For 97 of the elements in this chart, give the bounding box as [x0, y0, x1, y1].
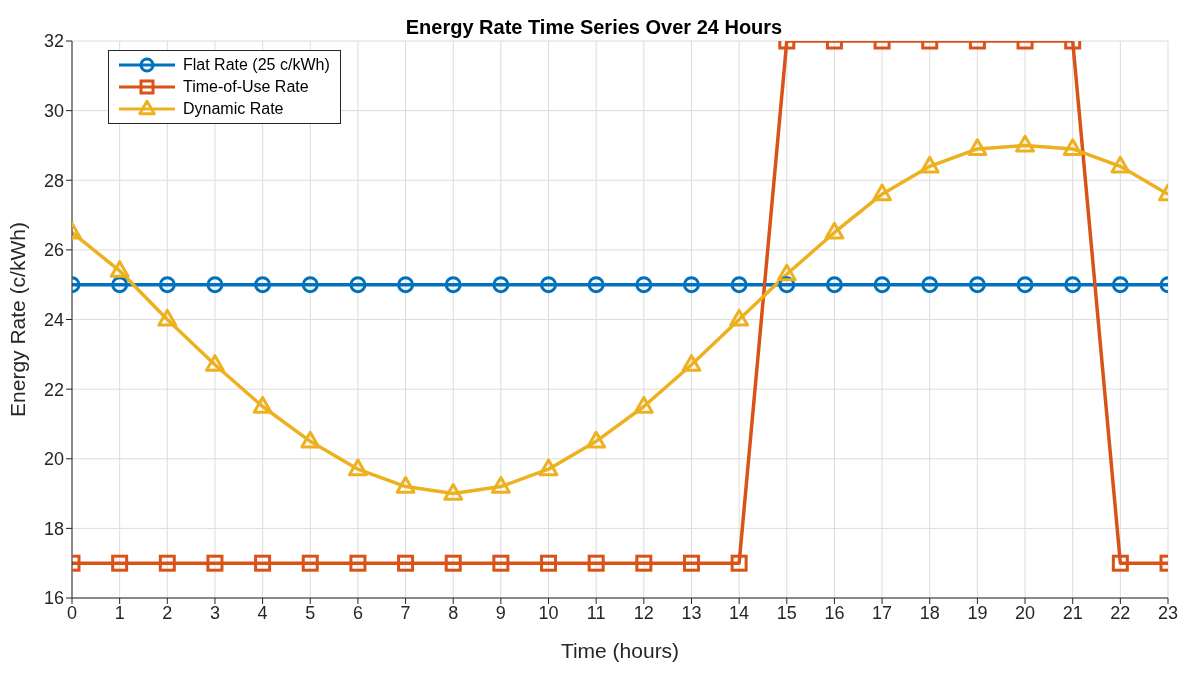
point [872, 183, 892, 202]
x-tick-label: 4 [257, 602, 268, 623]
point [492, 554, 510, 572]
point [776, 263, 797, 282]
x-tick-label: 14 [729, 602, 750, 623]
x-tick-label: 12 [633, 602, 654, 623]
point [681, 354, 702, 372]
point [633, 395, 654, 414]
x-tick-label: 7 [400, 602, 411, 623]
point [492, 276, 510, 294]
point [348, 458, 368, 477]
point [206, 554, 224, 572]
point [157, 308, 178, 327]
point [252, 395, 273, 414]
point [1111, 276, 1129, 294]
point [1111, 554, 1129, 572]
point [873, 276, 891, 294]
point [444, 276, 462, 294]
x-tick-label: 11 [586, 602, 606, 623]
point [111, 276, 129, 294]
point [540, 554, 558, 572]
point [158, 554, 176, 572]
point [968, 276, 986, 294]
x-tick-label: 21 [1062, 602, 1083, 623]
x-axis-title: Time (hours) [560, 639, 680, 662]
point [1064, 276, 1082, 294]
point [254, 276, 272, 294]
point [395, 476, 416, 494]
point [730, 276, 748, 294]
x-tick-label: 3 [209, 602, 220, 623]
point [490, 476, 511, 494]
y-tick-label: 32 [43, 31, 64, 52]
y-tick-label: 22 [43, 379, 64, 400]
x-tick-label: 20 [1015, 602, 1036, 623]
y-tick-label: 26 [43, 240, 64, 261]
y-tick-label: 24 [43, 309, 64, 330]
x-tick-label: 17 [872, 602, 893, 623]
point [111, 554, 129, 572]
point [586, 430, 607, 449]
point [397, 554, 415, 572]
x-tick-label: 1 [114, 602, 125, 623]
legend-label: Flat Rate (25 c/kWh) [183, 56, 330, 74]
y-tick-label: 20 [43, 449, 64, 470]
x-tick-label: 10 [538, 602, 559, 623]
point [254, 554, 272, 572]
point [682, 554, 700, 572]
x-tick-label: 2 [162, 602, 173, 623]
point [540, 276, 558, 294]
x-tick-label: 18 [919, 602, 940, 623]
x-tick-label: 0 [66, 602, 78, 623]
point [301, 554, 319, 572]
point [158, 276, 176, 294]
point [825, 276, 843, 294]
chart-title: Energy Rate Time Series Over 24 Hours [405, 16, 783, 38]
x-tick-label: 22 [1110, 602, 1131, 623]
y-axis-title: Energy Rate (c/kWh) [6, 222, 30, 417]
x-tick-label: 6 [352, 602, 363, 623]
x-tick-label: 5 [305, 602, 316, 623]
x-tick-label: 9 [495, 602, 506, 623]
point [349, 554, 367, 572]
point [921, 276, 939, 294]
point [682, 276, 700, 294]
point [1062, 138, 1083, 157]
point [587, 276, 605, 294]
point [301, 276, 319, 294]
point [538, 458, 559, 477]
y-tick-label: 18 [43, 518, 64, 539]
x-tick-label: 15 [776, 602, 797, 623]
point [1015, 134, 1035, 153]
x-tick-label: 16 [824, 602, 845, 623]
point [205, 354, 225, 372]
point [587, 554, 605, 572]
point [206, 276, 224, 294]
point [443, 482, 464, 501]
point [635, 554, 653, 572]
x-tick-label: 13 [681, 602, 702, 623]
y-tick-label: 30 [43, 101, 64, 122]
point [824, 221, 845, 240]
x-tick-label: 8 [448, 602, 459, 623]
point [729, 308, 750, 327]
point [349, 276, 367, 294]
point [967, 138, 988, 157]
point [397, 276, 415, 294]
y-tick-label: 16 [43, 588, 64, 609]
legend-label: Time-of-Use Rate [183, 78, 309, 96]
point [730, 554, 748, 572]
point [1110, 155, 1131, 174]
legend-label: Dynamic Rate [183, 100, 284, 118]
point [444, 554, 462, 572]
x-tick-label: 19 [967, 602, 988, 623]
point [109, 260, 130, 278]
point [635, 276, 653, 294]
point [300, 430, 321, 449]
point [1016, 276, 1034, 294]
point [919, 155, 940, 174]
y-tick-label: 28 [43, 170, 64, 191]
x-tick-label: 23 [1157, 602, 1179, 623]
